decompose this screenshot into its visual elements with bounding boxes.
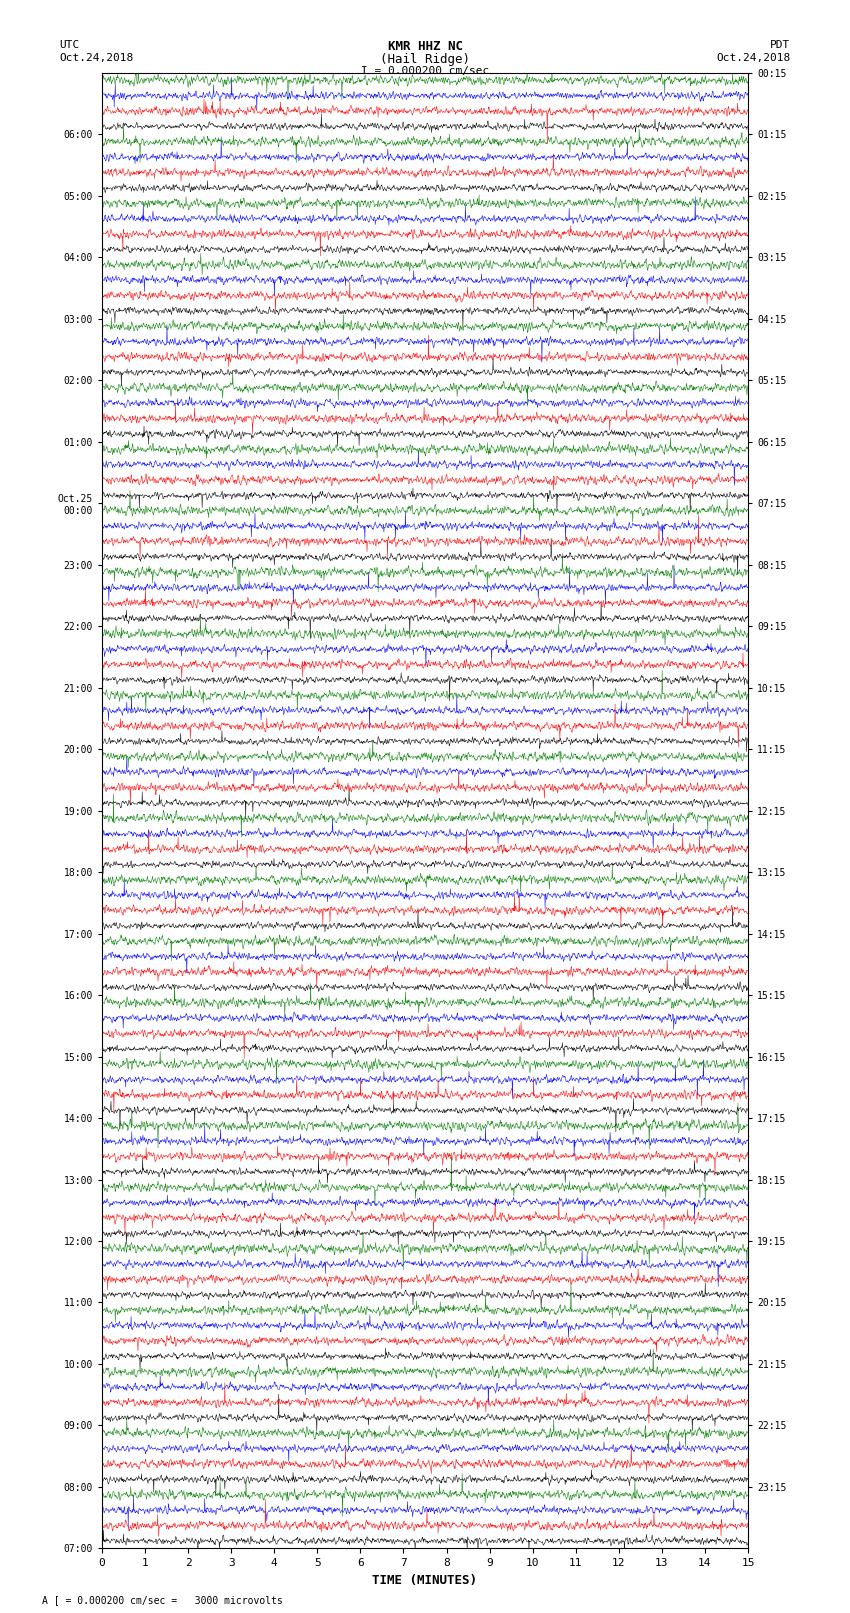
Text: PDT: PDT <box>770 40 790 50</box>
Text: Oct.24,2018: Oct.24,2018 <box>60 53 133 63</box>
Text: UTC: UTC <box>60 40 80 50</box>
Text: I = 0.000200 cm/sec: I = 0.000200 cm/sec <box>361 66 489 76</box>
Text: A [ = 0.000200 cm/sec =   3000 microvolts: A [ = 0.000200 cm/sec = 3000 microvolts <box>42 1595 283 1605</box>
Text: (Hail Ridge): (Hail Ridge) <box>380 53 470 66</box>
Text: KMR HHZ NC: KMR HHZ NC <box>388 40 462 53</box>
X-axis label: TIME (MINUTES): TIME (MINUTES) <box>372 1574 478 1587</box>
Text: Oct.24,2018: Oct.24,2018 <box>717 53 790 63</box>
